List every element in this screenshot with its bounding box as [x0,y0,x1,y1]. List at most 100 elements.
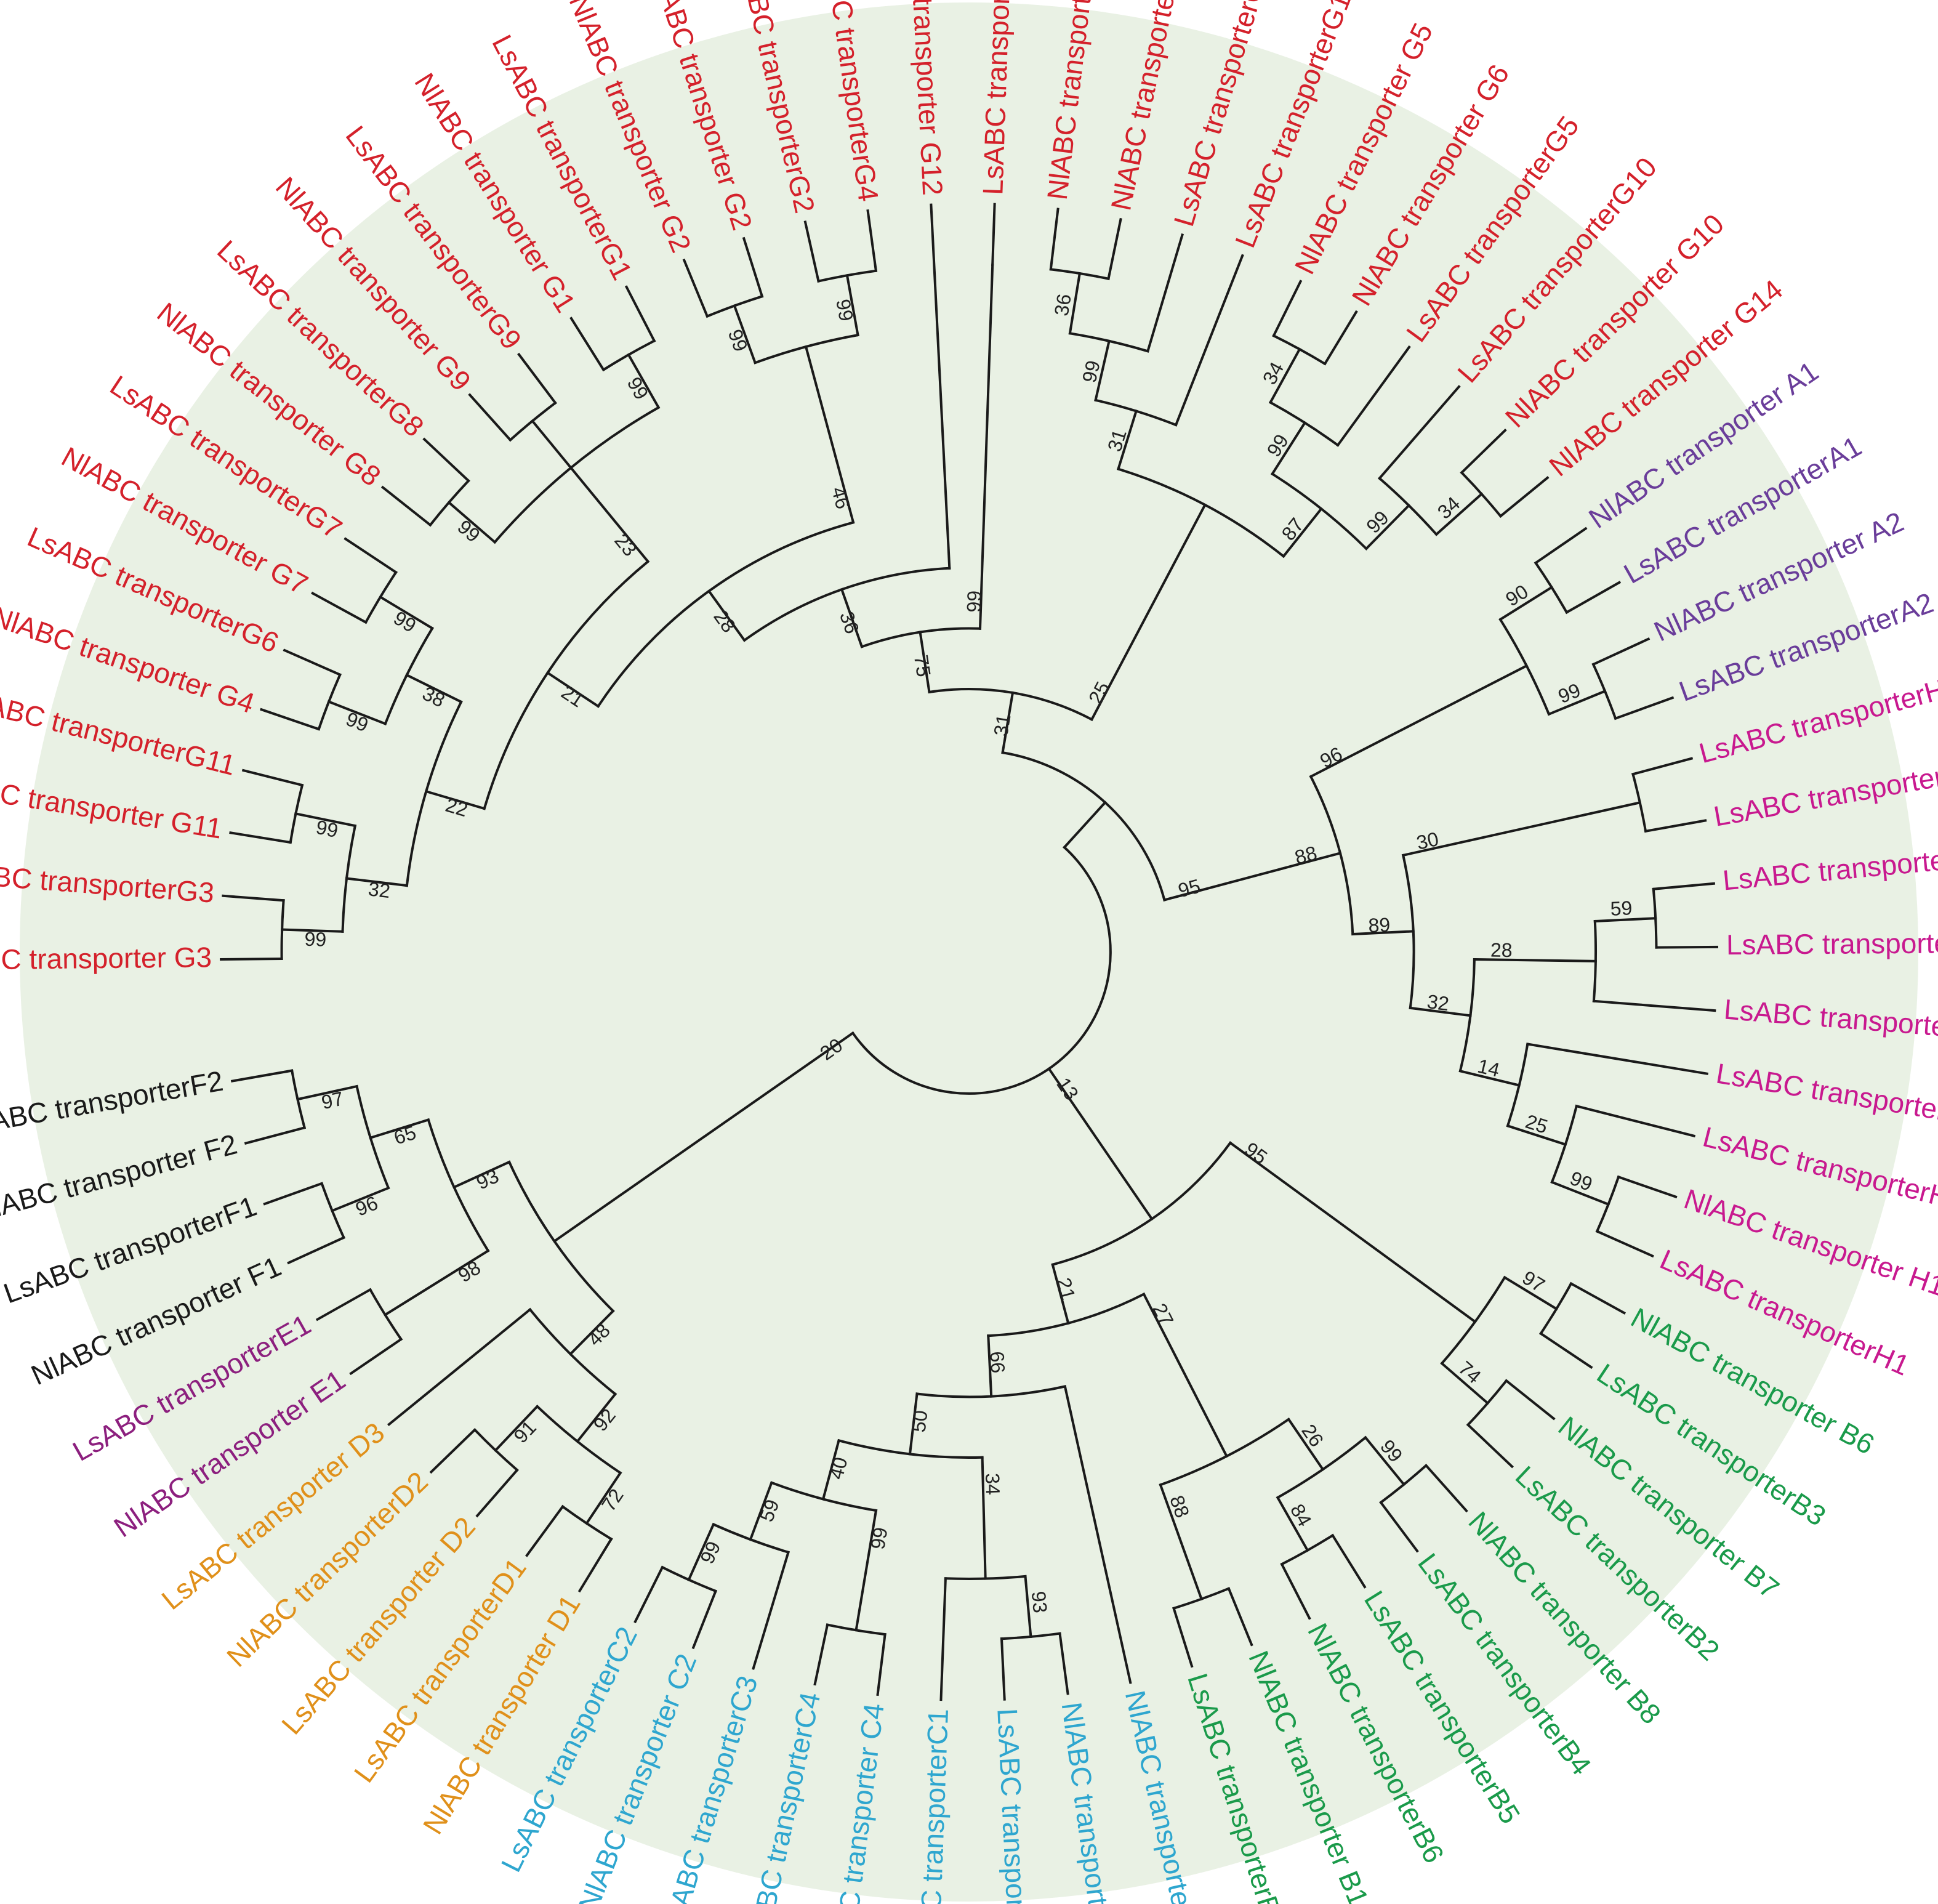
branch-line [1498,586,1554,621]
branch-arc [405,700,463,887]
branch-line [624,285,656,343]
branch-line [517,352,557,405]
branch-line [1547,689,1607,716]
branch-arc [1276,1435,1367,1499]
branch-line [1351,930,1415,936]
branch-line [475,1468,519,1518]
branch-line [1323,310,1358,366]
bootstrap-value: 99 [1078,358,1104,385]
branch-line [1379,1501,1419,1553]
branch-line [1058,1632,1069,1695]
root-arc [851,845,1112,1095]
branch-line [691,1589,718,1650]
branch-arc [754,333,859,365]
branch-arc [1550,1104,1578,1184]
branch-line [1068,272,1082,335]
branch-line [429,1428,477,1474]
branch-line [424,789,486,810]
branch-line [283,648,342,677]
branch-arc [860,627,982,648]
branch-arc [987,1292,1146,1337]
branch-line [1595,1229,1654,1258]
branch-line [1409,1006,1472,1017]
branch-arc [1159,1418,1290,1486]
bootstrap-value: 75 [910,653,935,679]
branch-line [919,631,931,694]
branch-arc [1458,958,1476,1073]
bootstrap-value: 99 [963,590,986,613]
branch-line [1652,882,1716,890]
branch-line [840,587,864,648]
branch-line [1364,503,1411,551]
branch-line [525,1504,565,1557]
branch-line [1090,503,1207,722]
branch-line [1592,999,1716,1012]
branch-line [1336,345,1411,447]
branch-line [1309,664,1529,778]
branch-line [1142,1292,1229,1458]
branch-line [552,1031,855,1243]
branch-line [803,220,820,283]
branch-line [1024,1575,1032,1639]
branch-line [241,768,304,787]
branch-line [1063,1385,1132,1684]
branch-line [1094,339,1111,402]
branch-line [1550,1180,1610,1206]
leaf-label: NlABC transporter G3 [0,941,212,976]
branch-arc [1440,1275,1506,1365]
bootstrap-value: 31 [989,712,1015,738]
bootstrap-value: 99 [866,1526,891,1551]
branch-line [1460,428,1507,475]
branch-arc [427,1118,490,1253]
branch-arc [1270,472,1369,551]
branch-line [1162,867,1284,902]
branch-arc [384,626,434,725]
branch-line [1434,492,1484,536]
branch-line [1504,1379,1556,1421]
bootstrap-value: 59 [1610,897,1633,920]
branch-line [380,485,432,527]
branch-line [876,1632,887,1696]
bootstrap-value: 89 [1368,913,1391,937]
branch-line [244,1126,307,1145]
branch-arc [1116,467,1285,559]
branch-arc [944,1575,1027,1580]
branch-arc [1309,775,1354,936]
branch-line [330,1186,390,1212]
branch-line [452,1160,511,1189]
branch-line [1270,421,1307,476]
branch-line [1458,1069,1521,1087]
branch-arc [596,520,855,708]
branch-line [930,203,951,570]
branch-line [813,1623,829,1686]
branch-line [978,264,994,630]
branch-line [991,203,996,267]
bootstrap-value: 14 [1476,1055,1502,1081]
branch-line [1617,1175,1678,1199]
branch-line [1172,1607,1194,1668]
bootstrap-value: 97 [320,1087,345,1114]
branch-line [742,236,764,298]
branch-line [1146,233,1184,353]
branch-line [530,419,573,470]
branch-line [576,1392,617,1443]
branch-arc [355,1084,390,1190]
branch-line [585,1471,622,1525]
branch-line [1424,1464,1468,1513]
branch-line [287,1236,346,1265]
branch-line [1227,1587,1253,1647]
branch-line [447,501,497,544]
branch-arc [837,1438,984,1459]
branch-arc [1506,1043,1529,1127]
bootstrap-value: 99 [832,297,858,323]
branch-line [1287,1418,1325,1471]
branch-line [939,1577,947,1701]
branch-line [1569,1281,1626,1315]
branch-line [311,591,368,624]
branch-line [908,1392,919,1456]
branch-line [230,1069,294,1083]
branch-line [1364,1435,1406,1486]
branch-arc [770,1481,878,1512]
branch-line [387,1307,532,1427]
